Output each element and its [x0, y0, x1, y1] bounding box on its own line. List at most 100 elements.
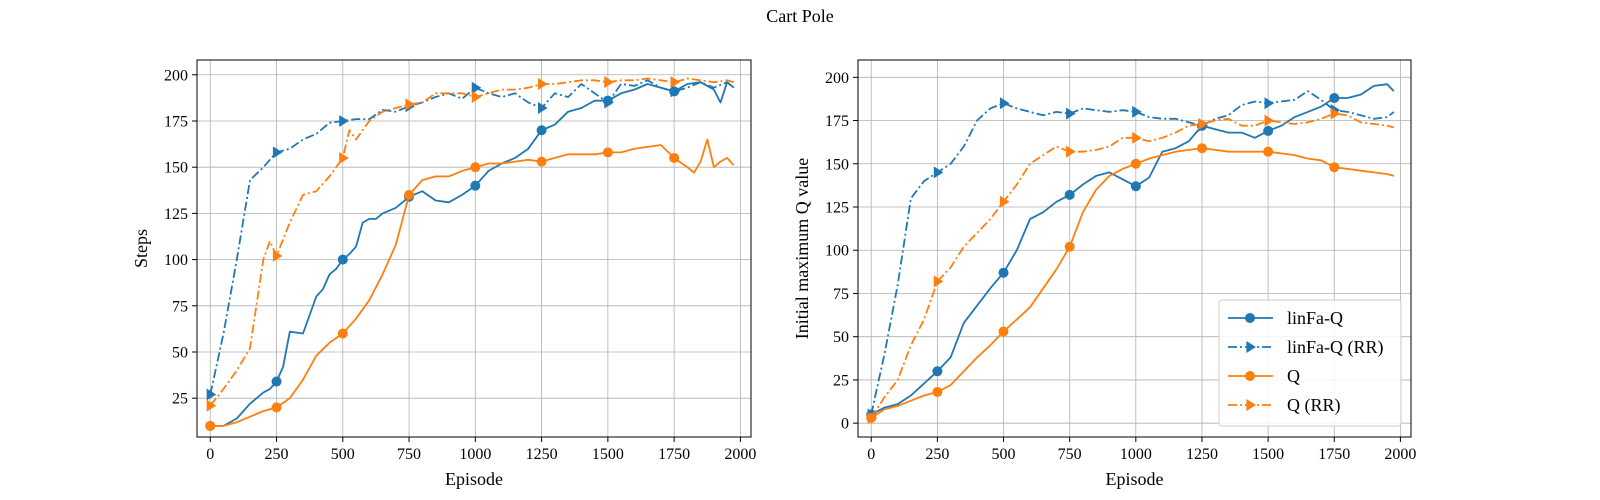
y-tick-label: 50	[172, 344, 188, 361]
series-linfa-q-rr	[206, 79, 735, 401]
data-point-marker	[932, 387, 943, 398]
data-point-marker	[999, 195, 1010, 208]
y-tick-label: 25	[833, 372, 849, 389]
data-point-marker	[471, 90, 482, 103]
series-linfa-q-rr	[867, 90, 1395, 421]
data-point-marker	[669, 152, 680, 163]
legend-item: Q	[1228, 366, 1300, 386]
x-axis-label: Episode	[1106, 469, 1164, 489]
data-point-marker	[339, 114, 349, 127]
data-point-marker	[337, 254, 348, 265]
legend: linFa-Q linFa-Q (RR) Q Q (RR)	[1218, 299, 1402, 427]
data-point-marker	[1264, 114, 1275, 127]
y-tick-label: 150	[164, 160, 188, 177]
legend-box	[1218, 299, 1402, 427]
series-line	[209, 77, 735, 407]
x-tick-label: 0	[867, 446, 875, 463]
y-tick-label: 75	[833, 286, 849, 303]
legend-marker	[1245, 313, 1255, 323]
data-point-marker	[1198, 117, 1208, 130]
legend-label: Q	[1287, 366, 1300, 386]
data-point-marker	[272, 146, 283, 159]
y-tick-label: 100	[164, 252, 188, 269]
data-point-marker	[537, 78, 548, 91]
x-tick-label: 250	[265, 446, 289, 463]
series-line	[210, 81, 735, 427]
y-axis-label: Initial maximum Q value	[792, 158, 812, 339]
data-point-marker	[670, 85, 681, 98]
x-axis-label: Episode	[445, 469, 503, 489]
y-tick-label: 125	[164, 206, 188, 223]
series-q-rr	[206, 76, 735, 412]
data-point-marker	[932, 366, 943, 377]
data-point-marker	[471, 81, 482, 94]
data-point-marker	[271, 376, 282, 387]
series-line	[870, 90, 1395, 415]
y-tick-label: 175	[825, 113, 849, 130]
legend-label: Q (RR)	[1287, 395, 1341, 416]
data-point-marker	[1263, 146, 1274, 157]
x-tick-label: 1250	[526, 446, 558, 463]
data-point-marker	[536, 125, 547, 136]
y-tick-label: 200	[164, 67, 188, 84]
x-tick-label: 2000	[1384, 446, 1416, 463]
x-tick-label: 1500	[592, 446, 624, 463]
x-tick-label: 1000	[1120, 446, 1152, 463]
x-tick-label: 1750	[658, 446, 690, 463]
data-point-marker	[1196, 143, 1207, 154]
x-tick-label: 500	[331, 446, 355, 463]
data-point-marker	[1064, 241, 1075, 252]
chart-panel-2: 0 250 500 750 1000 1250 1500 1750 2000 0 25 50 75 100…	[792, 59, 1416, 489]
data-point-marker	[604, 96, 614, 109]
series-linfa-q	[205, 81, 735, 431]
x-tick-label: 250	[925, 446, 949, 463]
x-tick-label: 1000	[459, 446, 491, 463]
y-tick-label: 175	[164, 113, 188, 130]
x-tick-label: 2000	[724, 446, 756, 463]
data-point-marker	[867, 411, 878, 424]
x-tick-label: 500	[992, 446, 1016, 463]
data-point-marker	[536, 156, 547, 167]
x-tick-label: 1500	[1252, 446, 1284, 463]
legend-item: Q (RR)	[1228, 395, 1341, 416]
data-point-marker	[205, 420, 216, 431]
data-point-marker	[405, 98, 416, 111]
y-tick-label: 25	[172, 391, 188, 408]
plot-frame	[857, 59, 1412, 438]
data-point-marker	[337, 328, 348, 339]
data-point-marker	[206, 399, 217, 412]
series-q	[205, 138, 735, 431]
data-point-marker	[1066, 145, 1076, 158]
series-linfa-q	[866, 83, 1395, 420]
legend-label: linFa-Q (RR)	[1287, 337, 1384, 358]
data-point-marker	[1264, 97, 1275, 110]
figure-title: Cart Pole	[766, 6, 834, 26]
data-point-marker	[271, 402, 282, 413]
data-point-marker	[1132, 131, 1142, 144]
data-point-marker	[1064, 189, 1075, 200]
data-point-marker	[470, 180, 481, 191]
data-point-marker	[206, 388, 217, 401]
data-point-marker	[1330, 107, 1341, 120]
data-point-marker	[470, 162, 481, 173]
data-point-marker	[999, 97, 1010, 110]
y-tick-label: 100	[825, 243, 849, 260]
series-line	[870, 112, 1395, 419]
y-tick-label: 0	[841, 416, 849, 433]
legend-item: linFa-Q	[1228, 308, 1343, 328]
legend-marker	[1245, 371, 1255, 381]
x-tick-label: 0	[206, 446, 214, 463]
series-q-rr	[867, 107, 1395, 424]
data-point-marker	[1130, 181, 1141, 192]
data-point-marker	[1329, 93, 1340, 104]
data-point-marker	[1130, 158, 1141, 169]
x-tick-label: 750	[1058, 446, 1082, 463]
y-tick-label: 125	[825, 199, 849, 216]
x-tick-label: 1250	[1186, 446, 1218, 463]
data-point-marker	[1132, 105, 1142, 118]
y-axis-label: Steps	[131, 229, 151, 268]
x-tick-label: 1750	[1318, 446, 1350, 463]
series-q	[866, 143, 1395, 423]
y-tick-label: 150	[825, 156, 849, 173]
